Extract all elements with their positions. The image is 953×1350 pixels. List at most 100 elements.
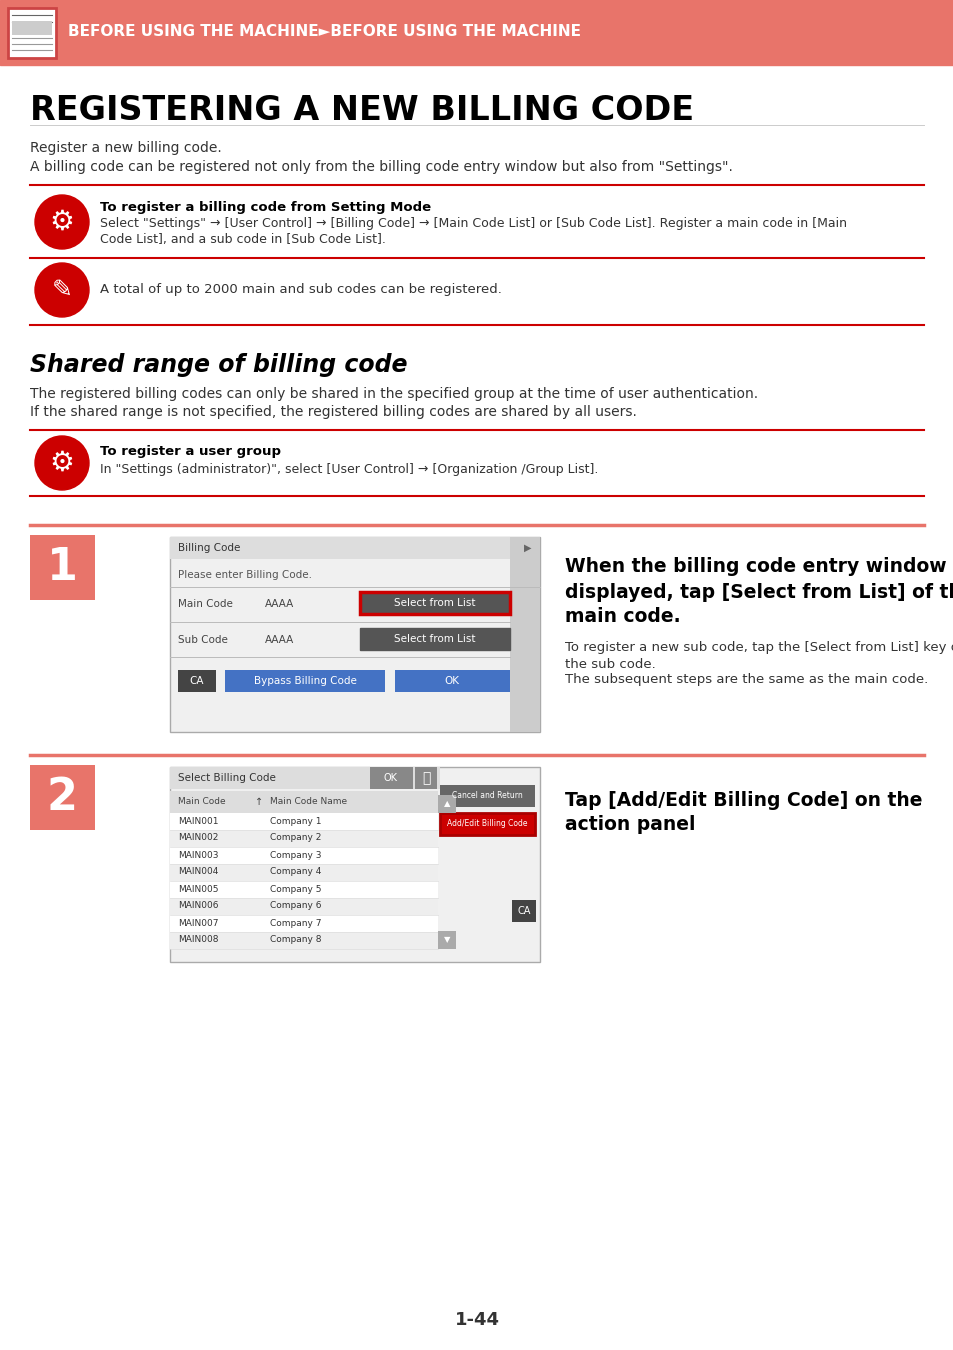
Text: MAIN007: MAIN007 xyxy=(178,918,218,927)
Text: action panel: action panel xyxy=(564,815,695,834)
Text: Sub Code: Sub Code xyxy=(178,634,228,645)
Text: ▼: ▼ xyxy=(443,936,450,945)
Text: AAAA: AAAA xyxy=(265,599,294,609)
Bar xyxy=(437,795,456,813)
Text: Company 4: Company 4 xyxy=(270,868,321,876)
Text: The subsequent steps are the same as the main code.: The subsequent steps are the same as the… xyxy=(564,674,927,687)
Text: MAIN001: MAIN001 xyxy=(178,817,218,825)
Text: Company 5: Company 5 xyxy=(270,884,321,894)
Text: Company 7: Company 7 xyxy=(270,918,321,927)
Bar xyxy=(170,864,437,882)
Text: MAIN004: MAIN004 xyxy=(178,868,218,876)
Bar xyxy=(170,813,437,830)
Bar xyxy=(170,767,439,788)
Bar xyxy=(12,22,52,35)
Text: MAIN006: MAIN006 xyxy=(178,902,218,910)
FancyBboxPatch shape xyxy=(439,784,535,807)
Text: 2: 2 xyxy=(47,775,77,818)
Bar xyxy=(437,931,456,949)
Text: MAIN005: MAIN005 xyxy=(178,884,218,894)
Text: To register a billing code from Setting Mode: To register a billing code from Setting … xyxy=(100,201,431,213)
Text: Cancel and Return: Cancel and Return xyxy=(451,791,522,801)
Text: The registered billing codes can only be shared in the specified group at the ti: The registered billing codes can only be… xyxy=(30,387,758,401)
Text: Company 3: Company 3 xyxy=(270,850,321,860)
Bar xyxy=(30,535,95,599)
Text: Main Code: Main Code xyxy=(178,599,233,609)
Bar xyxy=(170,537,539,559)
Text: ▲: ▲ xyxy=(443,799,450,809)
Text: MAIN002: MAIN002 xyxy=(178,833,218,842)
Text: Add/Edit Billing Code: Add/Edit Billing Code xyxy=(446,819,527,829)
Bar xyxy=(0,0,953,65)
Text: main code.: main code. xyxy=(564,608,679,626)
Text: When the billing code entry window is: When the billing code entry window is xyxy=(564,558,953,576)
Text: Code List], and a sub code in [Sub Code List].: Code List], and a sub code in [Sub Code … xyxy=(100,234,385,247)
Bar xyxy=(170,791,437,813)
Text: REGISTERING A NEW BILLING CODE: REGISTERING A NEW BILLING CODE xyxy=(30,93,694,127)
FancyBboxPatch shape xyxy=(225,670,385,693)
Text: Billing Code: Billing Code xyxy=(178,543,240,554)
Text: Company 6: Company 6 xyxy=(270,902,321,910)
Circle shape xyxy=(35,263,89,317)
FancyBboxPatch shape xyxy=(439,813,535,836)
Bar xyxy=(170,898,437,915)
Bar xyxy=(170,846,437,864)
Text: ✎: ✎ xyxy=(51,278,72,302)
Text: Tap [Add/Edit Billing Code] on the: Tap [Add/Edit Billing Code] on the xyxy=(564,791,922,810)
Text: ⚙: ⚙ xyxy=(50,208,74,236)
Text: CA: CA xyxy=(517,906,530,917)
Text: A billing code can be registered not only from the billing code entry window but: A billing code can be registered not onl… xyxy=(30,161,732,174)
FancyBboxPatch shape xyxy=(359,628,510,649)
Text: Company 8: Company 8 xyxy=(270,936,321,945)
Text: Main Code Name: Main Code Name xyxy=(270,798,347,806)
Text: BEFORE USING THE MACHINE►BEFORE USING THE MACHINE: BEFORE USING THE MACHINE►BEFORE USING TH… xyxy=(68,24,580,39)
Text: Bypass Billing Code: Bypass Billing Code xyxy=(253,676,356,686)
Bar xyxy=(370,767,413,788)
Text: Select from List: Select from List xyxy=(394,598,476,608)
Text: Company 2: Company 2 xyxy=(270,833,321,842)
Text: Shared range of billing code: Shared range of billing code xyxy=(30,352,407,377)
Text: Please enter Billing Code.: Please enter Billing Code. xyxy=(178,570,312,580)
Bar xyxy=(30,765,95,830)
Bar xyxy=(170,537,539,732)
Text: 1: 1 xyxy=(47,545,77,589)
Text: A total of up to 2000 main and sub codes can be registered.: A total of up to 2000 main and sub codes… xyxy=(100,284,501,297)
Text: Select from List: Select from List xyxy=(394,634,476,644)
Text: ⚙: ⚙ xyxy=(50,450,74,477)
Text: OK: OK xyxy=(384,774,397,783)
Text: ⌕: ⌕ xyxy=(421,771,430,784)
Bar xyxy=(170,915,437,931)
Text: CA: CA xyxy=(190,676,204,686)
Text: MAIN008: MAIN008 xyxy=(178,936,218,945)
Text: displayed, tap [Select from List] of the: displayed, tap [Select from List] of the xyxy=(564,582,953,602)
Text: AAAA: AAAA xyxy=(265,634,294,645)
Text: MAIN003: MAIN003 xyxy=(178,850,218,860)
Bar xyxy=(170,931,437,949)
Text: ▶: ▶ xyxy=(524,543,531,554)
Bar xyxy=(170,767,539,963)
Text: Select Billing Code: Select Billing Code xyxy=(178,774,275,783)
Text: To register a new sub code, tap the [Select from List] key of: To register a new sub code, tap the [Sel… xyxy=(564,641,953,655)
Text: If the shared range is not specified, the registered billing codes are shared by: If the shared range is not specified, th… xyxy=(30,405,637,418)
Text: To register a user group: To register a user group xyxy=(100,446,281,459)
Text: OK: OK xyxy=(444,676,459,686)
Text: 1-44: 1-44 xyxy=(454,1311,499,1328)
Bar xyxy=(510,537,539,732)
Bar xyxy=(170,830,437,846)
Text: Register a new billing code.: Register a new billing code. xyxy=(30,140,221,155)
Bar xyxy=(170,882,437,898)
Circle shape xyxy=(35,194,89,248)
Text: In "Settings (administrator)", select [User Control] → [Organization /Group List: In "Settings (administrator)", select [U… xyxy=(100,463,598,475)
Text: Company 1: Company 1 xyxy=(270,817,321,825)
FancyBboxPatch shape xyxy=(512,900,536,922)
Text: Select "Settings" → [User Control] → [Billing Code] → [Main Code List] or [Sub C: Select "Settings" → [User Control] → [Bi… xyxy=(100,217,846,231)
Circle shape xyxy=(35,436,89,490)
FancyBboxPatch shape xyxy=(359,593,510,614)
FancyBboxPatch shape xyxy=(395,670,510,693)
FancyBboxPatch shape xyxy=(8,8,56,58)
Bar xyxy=(415,767,436,788)
Text: ↑: ↑ xyxy=(254,796,263,807)
Text: the sub code.: the sub code. xyxy=(564,657,655,671)
Text: Main Code: Main Code xyxy=(178,798,226,806)
FancyBboxPatch shape xyxy=(178,670,215,693)
